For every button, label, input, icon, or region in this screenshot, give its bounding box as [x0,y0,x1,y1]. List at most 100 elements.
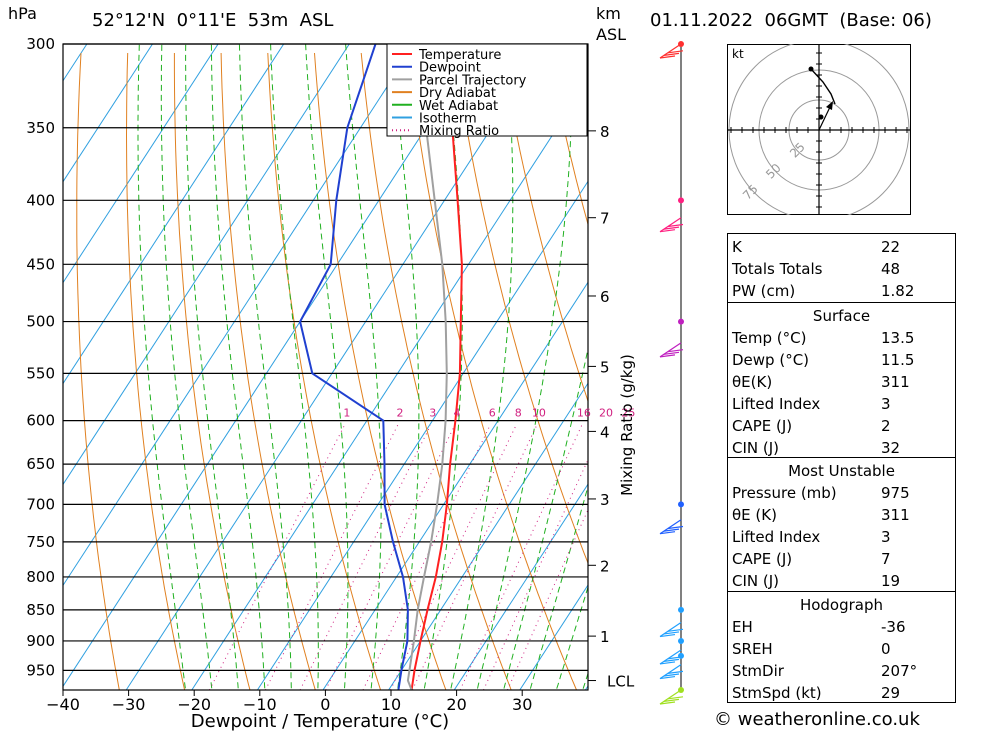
storm-motion-arrowhead [826,101,833,110]
wind-barb [659,689,684,705]
isotherm-line [63,44,153,183]
height-tick-label: 6 [600,288,610,306]
wind-barb [659,342,684,358]
wind-level-dot [678,197,684,204]
isotherm-line [651,44,720,690]
temperature-tick-label: −20 [177,695,211,714]
mixing-ratio-line [459,424,583,690]
temperature-tick-label: 20 [446,695,466,714]
height-tick-label: 2 [600,557,610,575]
height-tick-label: 1 [600,628,610,646]
mixing-ratio-line [209,424,345,690]
asl-label: ASL [596,25,627,44]
index-value: 975 [881,484,910,502]
pressure-tick-label: 650 [26,455,55,473]
index-label: θE (K) [732,506,777,524]
isotherm-line [388,382,588,690]
index-label: K [732,238,742,256]
table-row: PW (cm) 1.82 [728,280,955,302]
table-row: θE (K) 311 [728,504,955,526]
surface-title: Surface [812,307,871,325]
legend-entry: Isotherm [419,112,477,127]
surface-table: Surface Temp (°C) 13.5 Dewp (°C) 11.5 θE(K… [728,305,955,459]
mixing-ratio-label: 8 [515,407,522,420]
mixing-ratio-line [299,424,432,690]
table-row: StmSpd (kt) 29 [728,682,955,704]
wind-barb [659,43,684,59]
index-label: CIN (J) [732,439,780,457]
index-value: 311 [881,506,910,524]
plot-frame [62,43,589,691]
legend-entry: Wet Adiabat [419,99,498,114]
table-row: θE(K) 311 [728,371,955,393]
wind-level-dot [678,501,684,508]
table-row: K 22 [728,236,955,258]
wind-barb [659,664,684,680]
pressure-tick-label: 450 [26,255,55,273]
surface-box: Surface Temp (°C) 13.5 Dewp (°C) 11.5 θE(K… [727,302,956,459]
index-value: 0 [881,640,891,658]
index-label: EH [732,618,753,636]
wet-adiabat-line [555,585,588,690]
index-value: 48 [881,260,901,278]
index-label: CAPE (J) [732,550,793,568]
pressure-tick-label: 600 [26,412,55,430]
dry-adiabat-line [360,52,512,690]
wind-column [659,41,684,705]
index-value: 3 [881,528,891,546]
index-value: 32 [881,439,901,457]
mixing-ratio-line [325,424,456,690]
pressure-tick-label: 550 [26,364,55,382]
wind-barb [659,217,684,233]
table-row: Temp (°C) 13.5 [728,327,955,349]
table-row: Dewp (°C) 11.5 [728,349,955,371]
copyright-link[interactable]: © weatheronline.co.uk [714,709,920,730]
background-lines [63,44,720,690]
table-row: SREH 0 [728,638,955,660]
temperature-tick-label: 30 [512,695,532,714]
dry-adiabat-line [314,52,447,690]
index-label: Dewp (°C) [732,351,810,369]
table-row: Pressure (mb) 975 [728,482,955,504]
table-row: EH -36 [728,616,955,638]
wet-adiabat-line [185,44,239,690]
pressure-tick-label: 350 [26,119,55,137]
skew-t-chart: 1 2 3 4 6 8 10 16 20 2530035040045050055060065070… [26,35,720,732]
dry-adiabat-line [454,52,588,565]
wet-adiabat-line [450,44,514,690]
table-row: CAPE (J) 2 [728,415,955,437]
isotherm-line [63,44,350,486]
hodograph-storm-motion [818,114,824,120]
index-value: 13.5 [881,329,915,347]
most-unstable-table: Most Unstable Pressure (mb) 975 θE (K) 311… [728,460,955,592]
most-unstable-title: Most Unstable [788,462,895,480]
dewpoint-line [299,44,409,690]
dry-adiabat-line [76,52,120,690]
isotherm-line [63,44,285,385]
index-label: Lifted Index [732,528,821,546]
table-row: Most Unstable [728,460,955,482]
table-row: CIN (J) 32 [728,437,955,459]
dry-adiabat-line [500,52,588,403]
temperature-tick-label: −30 [112,695,146,714]
table-row: StmDir 207° [728,660,955,682]
dry-adiabat-line [267,52,382,690]
dry-adiabat-line [595,53,720,690]
index-label: Lifted Index [732,395,821,413]
pressure-unit: hPa [8,4,37,23]
pressure-tick-label: 750 [26,533,55,551]
dry-adiabat-line [688,53,720,690]
table-row: Surface [728,305,955,327]
wind-level-dot [678,652,684,659]
wind-barb [659,649,684,665]
mixing-ratio-label: 4 [454,407,461,420]
table-row: Hodograph [728,594,955,616]
datetime-title: 01.11.2022 06GMT (Base: 06) [650,10,932,31]
dry-adiabat-line [407,52,577,690]
mixing-ratio-label: 6 [489,407,496,420]
pressure-tick-label: 500 [26,313,55,331]
mixing-ratio-label: 3 [429,407,436,420]
hodograph-trace [810,68,836,105]
index-value: 19 [881,572,901,590]
